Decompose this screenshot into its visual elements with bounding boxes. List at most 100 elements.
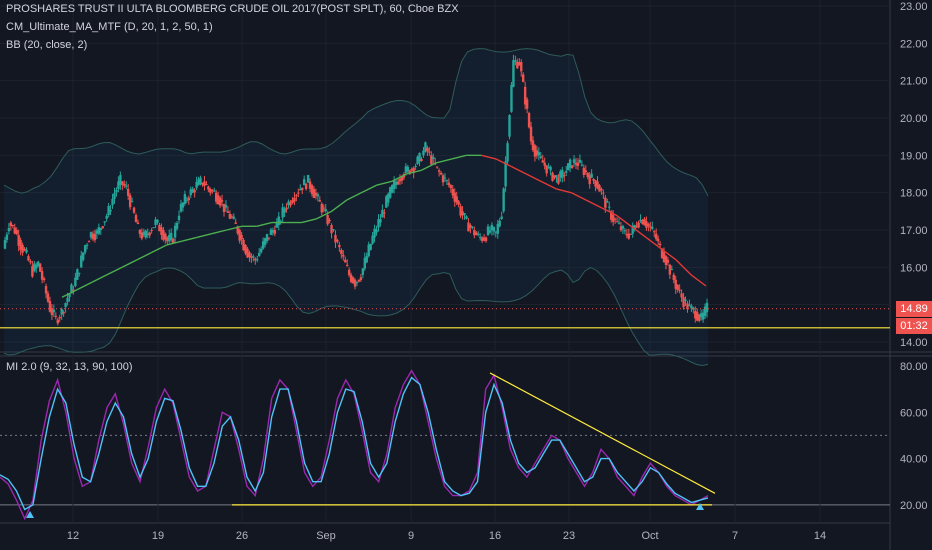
candle-body bbox=[694, 310, 697, 319]
oscillator-slow-line bbox=[0, 376, 709, 511]
candle-body bbox=[224, 204, 228, 208]
candle-body bbox=[531, 140, 535, 151]
candle-body bbox=[441, 175, 445, 183]
candle-body bbox=[381, 209, 384, 218]
candle-body bbox=[666, 259, 670, 263]
time-tick-label: 26 bbox=[236, 530, 248, 542]
candle-body bbox=[692, 307, 695, 310]
signal-marker bbox=[696, 503, 704, 510]
candle-body bbox=[598, 185, 601, 192]
candle-body bbox=[582, 167, 586, 175]
time-axis: 12 19 26 Sep 9 16 23 Oct 7 14 bbox=[67, 530, 826, 542]
candle-body bbox=[254, 258, 257, 261]
candle-body bbox=[66, 297, 69, 303]
ma-segment bbox=[91, 274, 108, 283]
candle-body bbox=[365, 256, 368, 263]
candle-body bbox=[629, 233, 632, 235]
candle-body bbox=[496, 223, 499, 234]
candle-body bbox=[271, 230, 275, 233]
candle-body bbox=[516, 62, 519, 69]
candle-body bbox=[119, 175, 122, 186]
candle-body bbox=[633, 225, 636, 230]
time-tick-label: 14 bbox=[814, 530, 826, 542]
candle-body bbox=[443, 177, 447, 179]
candle-body bbox=[344, 259, 347, 263]
candle-body bbox=[54, 315, 58, 317]
oscillator-label[interactable]: MI 2.0 (9, 32, 13, 90, 100) bbox=[6, 361, 133, 373]
candle-body bbox=[136, 222, 140, 224]
candle-body bbox=[416, 156, 419, 165]
candle-body bbox=[214, 192, 218, 202]
candle-body bbox=[580, 164, 584, 166]
candle-body bbox=[645, 221, 648, 228]
ma-segment bbox=[510, 165, 527, 175]
candle-body bbox=[347, 269, 351, 276]
candle-body bbox=[514, 60, 517, 62]
ma-segment bbox=[121, 259, 138, 268]
candle-body bbox=[168, 234, 171, 242]
candle-body bbox=[201, 182, 204, 185]
candle-body bbox=[170, 232, 173, 240]
ma-segment bbox=[331, 199, 347, 212]
ma-segment bbox=[196, 233, 212, 239]
candle-body bbox=[576, 162, 580, 166]
symbol-title[interactable]: PROSHARES TRUST II ULTA BLOOMBERG CRUDE … bbox=[6, 3, 459, 15]
bar-countdown-tag: 01:32 bbox=[896, 318, 932, 334]
bb-indicator-label[interactable]: BB (20, close, 2) bbox=[6, 39, 88, 51]
candle-body bbox=[584, 170, 587, 173]
candle-body bbox=[154, 219, 157, 226]
candle-body bbox=[117, 181, 120, 189]
candle-body bbox=[406, 166, 410, 172]
candle-body bbox=[197, 179, 200, 186]
candle-body bbox=[445, 180, 449, 182]
time-tick-label: 9 bbox=[408, 530, 414, 542]
candle-body bbox=[123, 183, 126, 186]
candle-body bbox=[498, 220, 501, 227]
candle-body bbox=[703, 306, 707, 316]
ma-segment bbox=[525, 173, 542, 183]
ma-segment bbox=[436, 158, 452, 164]
candle-body bbox=[164, 233, 167, 240]
candle-body bbox=[383, 212, 386, 214]
candle-body bbox=[437, 170, 441, 172]
candle-body bbox=[275, 222, 278, 228]
candle-body bbox=[529, 126, 533, 142]
bollinger-lower bbox=[3, 266, 709, 367]
candle-body bbox=[686, 303, 689, 310]
candle-body bbox=[637, 222, 640, 228]
candle-body bbox=[463, 213, 466, 216]
candle-body bbox=[265, 234, 269, 242]
candle-body bbox=[83, 245, 87, 253]
candle-body bbox=[31, 266, 34, 277]
candle-body bbox=[351, 277, 355, 284]
price-tick-label: 22.00 bbox=[900, 38, 928, 50]
candle-body bbox=[15, 230, 18, 235]
candle-body bbox=[240, 234, 243, 240]
candle-body bbox=[285, 207, 288, 210]
candle-body bbox=[654, 233, 658, 240]
candle-body bbox=[473, 230, 476, 236]
candle-body bbox=[209, 188, 212, 193]
ma-segment bbox=[256, 221, 272, 227]
candle-body bbox=[451, 188, 454, 196]
ma-indicator-label[interactable]: CM_Ultimate_MA_MTF (D, 20, 1, 2, 50, 1) bbox=[6, 21, 213, 33]
candle-body bbox=[166, 237, 169, 242]
candle-body bbox=[5, 234, 9, 240]
candle-body bbox=[355, 281, 359, 283]
candle-body bbox=[89, 232, 93, 238]
candle-body bbox=[537, 152, 541, 156]
candle-body bbox=[179, 203, 183, 212]
candle-body bbox=[121, 181, 124, 185]
candle-body bbox=[97, 227, 101, 234]
price-tick-label: 21.00 bbox=[900, 76, 928, 88]
candle-body bbox=[596, 181, 599, 189]
candle-body bbox=[216, 195, 220, 205]
candle-body bbox=[512, 60, 515, 87]
candle-body bbox=[7, 228, 11, 232]
candle-body bbox=[82, 252, 85, 260]
candle-body bbox=[259, 248, 263, 253]
candlestick-series bbox=[0, 54, 890, 329]
candle-body bbox=[482, 237, 486, 241]
candle-body bbox=[33, 263, 36, 272]
